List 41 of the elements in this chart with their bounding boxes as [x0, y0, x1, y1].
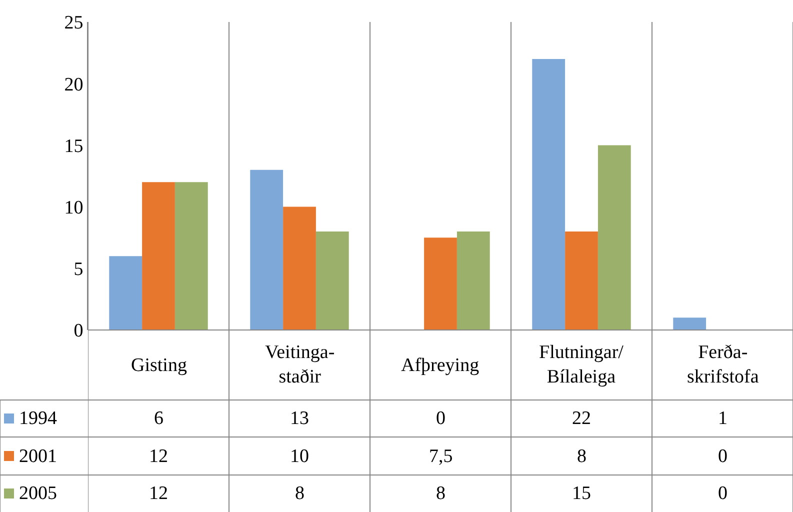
data-label: 13 — [290, 408, 309, 429]
bar — [316, 231, 349, 330]
data-label: 12 — [149, 483, 168, 504]
bar — [174, 182, 208, 330]
legend-label: 2001 — [19, 446, 57, 467]
data-label: 8 — [577, 446, 586, 467]
x-tick-label: Ferða- skrifstofa — [687, 342, 760, 388]
y-tick-label: 20 — [64, 74, 84, 96]
bar — [532, 58, 566, 330]
legend-label: 1994 — [19, 408, 58, 429]
y-tick-label: 25 — [64, 12, 84, 34]
y-tick-label: 10 — [64, 197, 84, 218]
bar — [283, 206, 316, 330]
bar — [565, 231, 598, 330]
bar — [142, 182, 175, 330]
x-tick-label: Veitinga- staðir — [265, 342, 335, 388]
data-label: 8 — [295, 483, 304, 504]
x-tick-label: Afþreying — [401, 355, 480, 376]
bar — [424, 238, 457, 330]
legend-label: 2005 — [19, 483, 57, 504]
bar — [109, 256, 142, 330]
data-label: 15 — [572, 483, 591, 504]
data-label: 6 — [154, 408, 164, 429]
data-label: 22 — [572, 408, 591, 429]
bar — [673, 318, 706, 330]
y-tick-label: 5 — [74, 259, 84, 280]
x-tick-label: Flutningar/ Bílaleiga — [539, 342, 624, 388]
bar — [598, 145, 631, 330]
data-label: 7,5 — [429, 446, 453, 467]
bar — [456, 231, 490, 330]
data-label: 0 — [718, 446, 728, 467]
data-label: 0 — [718, 483, 728, 504]
data-label: 12 — [149, 446, 168, 467]
bar — [250, 170, 284, 330]
data-label: 1 — [718, 408, 728, 429]
data-label: 0 — [436, 408, 446, 429]
y-tick-label: 15 — [64, 136, 84, 157]
data-label: 8 — [436, 483, 446, 504]
x-tick-label: Gisting — [131, 355, 188, 376]
y-tick-label: 0 — [74, 320, 84, 342]
data-label: 10 — [290, 446, 309, 467]
